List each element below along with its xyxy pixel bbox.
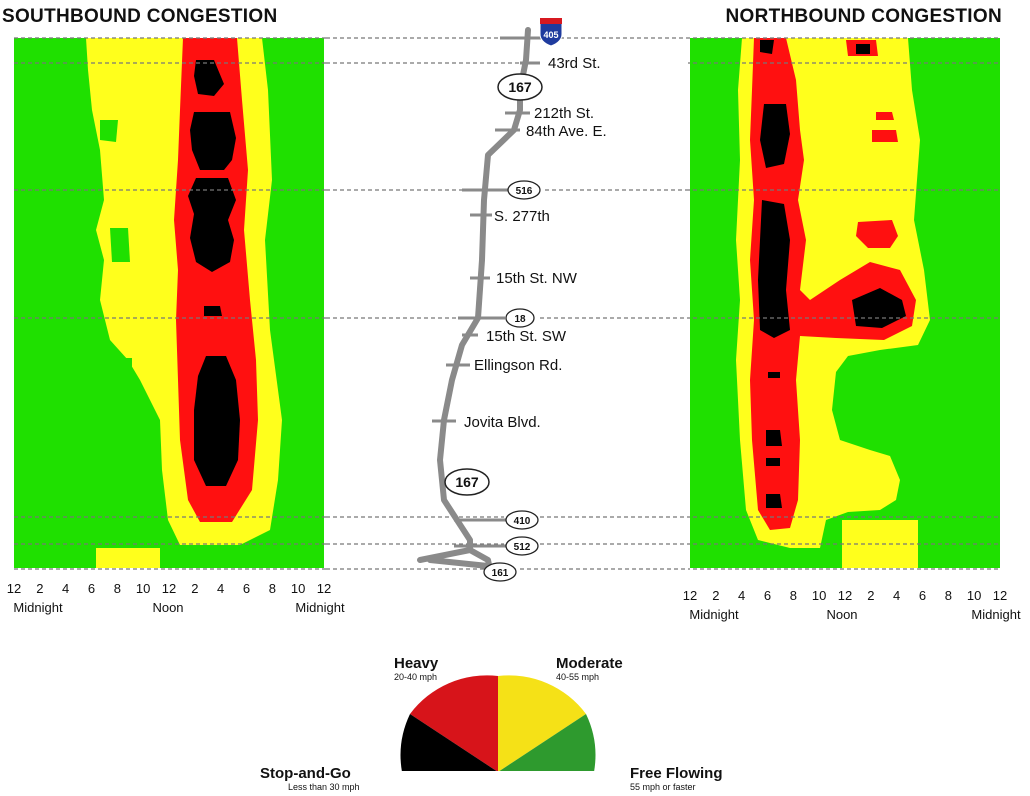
x-tick-label: 10 (812, 588, 826, 603)
sb-label-noon: Noon (152, 600, 183, 615)
x-tick-label: 12 (683, 588, 697, 603)
legend-moderate-label: Moderate (556, 655, 623, 672)
southbound-x-labels: Midnight Noon Midnight (13, 600, 345, 615)
x-tick-label: 6 (919, 588, 926, 603)
x-tick-label: 8 (790, 588, 797, 603)
x-tick-label: 2 (867, 588, 874, 603)
label-ellingson: Ellingson Rd. (474, 357, 562, 374)
sb-label-midnight-right: Midnight (295, 600, 345, 615)
label-43rd: 43rd St. (548, 55, 601, 72)
northbound-heatmap (690, 38, 1000, 568)
x-tick-label: 10 (136, 581, 150, 596)
legend-stop-label: Stop-and-Go (260, 765, 351, 782)
legend-free-sub: 55 mph or faster (630, 782, 696, 792)
nb-label-midnight-left: Midnight (689, 607, 739, 622)
x-tick-label: 8 (269, 581, 276, 596)
southbound-heatmap (14, 38, 324, 568)
shield-516: 516 (516, 186, 533, 197)
legend-moderate-sub: 40-55 mph (556, 672, 599, 682)
legend: Heavy 20-40 mph Moderate 40-55 mph Stop-… (260, 655, 723, 792)
x-tick-label: 4 (62, 581, 69, 596)
x-tick-label: 4 (893, 588, 900, 603)
x-tick-label: 2 (712, 588, 719, 603)
x-tick-label: 8 (945, 588, 952, 603)
legend-heavy-label: Heavy (394, 655, 439, 672)
southbound-title: SOUTHBOUND CONGESTION (2, 6, 278, 27)
x-tick-label: 10 (967, 588, 981, 603)
label-84th: 84th Ave. E. (526, 123, 607, 140)
x-tick-label: 12 (317, 581, 331, 596)
nb-label-midnight-right: Midnight (971, 607, 1021, 622)
label-15th-sw: 15th St. SW (486, 328, 567, 345)
x-tick-label: 8 (114, 581, 121, 596)
x-tick-label: 12 (838, 588, 852, 603)
x-tick-label: 6 (88, 581, 95, 596)
x-tick-label: 6 (243, 581, 250, 596)
northbound-x-ticks: 12 2 4 6 8 10 12 2 4 6 8 10 12 (683, 588, 1007, 603)
legend-heavy-sub: 20-40 mph (394, 672, 437, 682)
x-tick-label: 6 (764, 588, 771, 603)
northbound-title: NORTHBOUND CONGESTION (725, 6, 1002, 27)
northbound-x-labels: Midnight Noon Midnight (689, 607, 1021, 622)
x-tick-label: 12 (993, 588, 1007, 603)
x-tick-label: 2 (191, 581, 198, 596)
legend-heavy-wedge (410, 675, 498, 772)
legend-free-label: Free Flowing (630, 765, 723, 782)
route-shields: 167 516 18 167 410 512 161 (444, 73, 543, 582)
legend-stop-wedge (400, 714, 498, 772)
shield-161: 161 (492, 568, 509, 579)
x-tick-label: 4 (738, 588, 745, 603)
legend-stop-sub: Less than 30 mph (288, 782, 360, 792)
x-tick-label: 10 (291, 581, 305, 596)
nb-label-noon: Noon (826, 607, 857, 622)
interstate-405-shield: 405 (539, 17, 563, 47)
shield-167-bottom: 167 (455, 474, 479, 490)
shield-410: 410 (514, 516, 531, 527)
label-212th: 212th St. (534, 105, 594, 122)
label-15th-nw: 15th St. NW (496, 270, 578, 287)
southbound-x-ticks: 12 2 4 6 8 10 12 2 4 6 8 10 12 (7, 581, 331, 596)
legend-free-wedge (498, 714, 596, 772)
x-tick-label: 12 (162, 581, 176, 596)
x-tick-label: 12 (7, 581, 21, 596)
legend-moderate-wedge (498, 675, 586, 772)
label-jovita: Jovita Blvd. (464, 414, 541, 431)
x-tick-label: 4 (217, 581, 224, 596)
x-tick-label: 2 (36, 581, 43, 596)
shield-167-top: 167 (508, 79, 532, 95)
route-labels: 43rd St. 212th St. 84th Ave. E. S. 277th… (464, 55, 607, 431)
shield-18: 18 (514, 314, 526, 325)
label-s277th: S. 277th (494, 208, 550, 225)
shield-405-text: 405 (543, 30, 558, 40)
sb-label-midnight-left: Midnight (13, 600, 63, 615)
shield-512: 512 (514, 542, 531, 553)
